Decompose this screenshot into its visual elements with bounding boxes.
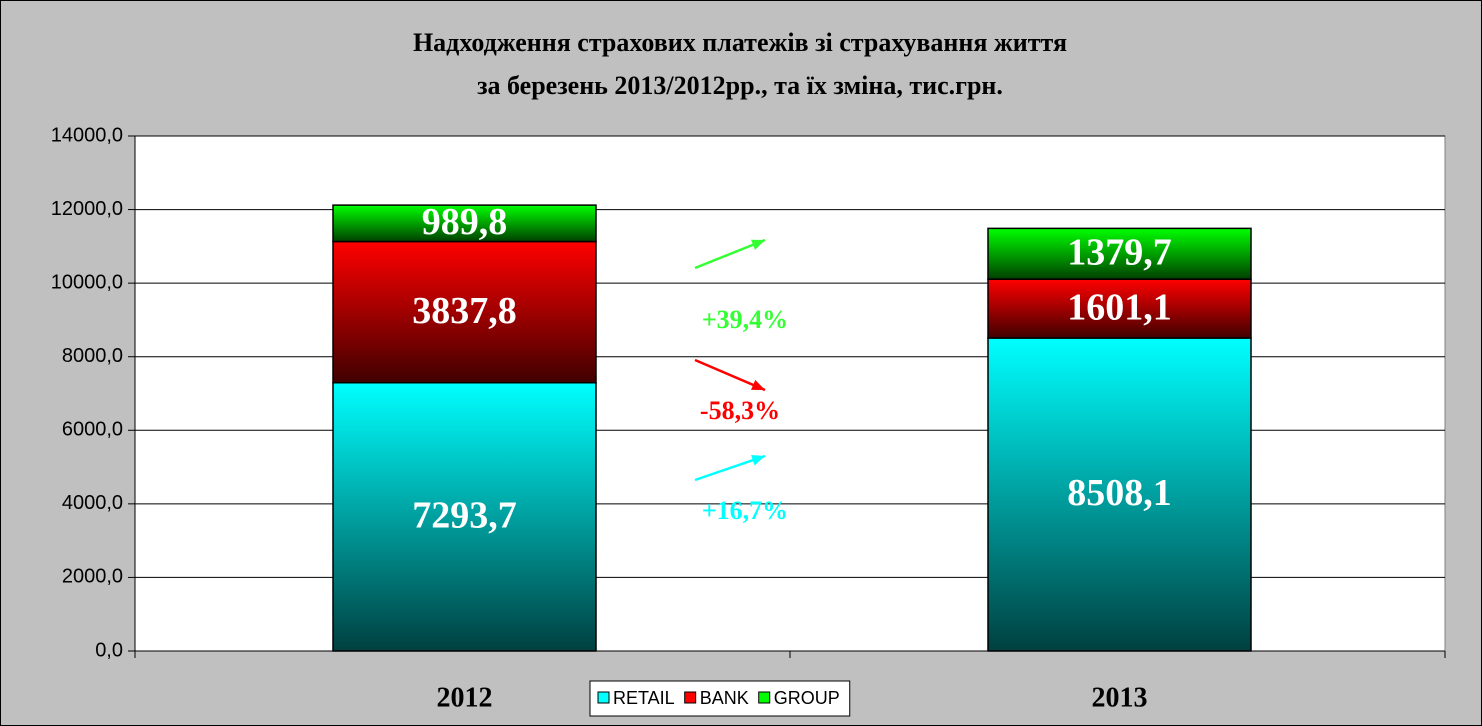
arrow-head xyxy=(751,455,765,466)
y-tick-label: 12000,0 xyxy=(51,198,123,220)
annotation: +39,4% xyxy=(702,305,788,334)
y-tick-label: 14000,0 xyxy=(51,124,123,146)
bar-segment xyxy=(332,381,597,652)
legend-label: BANK xyxy=(700,688,749,708)
legend-label: GROUP xyxy=(774,688,840,708)
y-tick-label: 4000,0 xyxy=(62,492,123,514)
value-label: 3837,8 xyxy=(412,290,517,332)
arrow-head xyxy=(751,379,765,390)
value-label: 8508,1 xyxy=(1067,472,1172,514)
value-label: 1601,1 xyxy=(1067,286,1172,328)
value-label: 7293,7 xyxy=(412,495,517,537)
bar-segment xyxy=(987,278,1252,339)
y-tick-label: 0,0 xyxy=(95,639,123,661)
arrow-head xyxy=(751,239,765,250)
legend xyxy=(589,680,851,717)
legend-swatch xyxy=(597,691,610,704)
bar-segment xyxy=(987,337,1252,652)
legend-label: RETAIL xyxy=(613,688,675,708)
annotation: +16,7% xyxy=(702,496,788,525)
x-tick-label: 2012 xyxy=(437,682,493,713)
y-tick-label: 8000,0 xyxy=(62,345,123,367)
chart-title: за березень 2013/2012рр., та їх зміна, т… xyxy=(477,71,1003,100)
y-tick-label: 10000,0 xyxy=(51,271,123,293)
value-label: 989,8 xyxy=(422,201,508,243)
bar-segment xyxy=(987,227,1252,280)
y-tick-label: 6000,0 xyxy=(62,419,123,441)
legend-swatch xyxy=(758,691,771,704)
y-tick-label: 2000,0 xyxy=(62,566,123,588)
value-label: 1379,7 xyxy=(1067,231,1172,273)
bar-segment xyxy=(332,204,597,243)
x-tick-label: 2013 xyxy=(1092,682,1148,713)
chart-title: Надходження страхових платежів зі страху… xyxy=(413,28,1067,57)
annotation: -58,3% xyxy=(700,396,780,425)
legend-swatch xyxy=(684,691,697,704)
